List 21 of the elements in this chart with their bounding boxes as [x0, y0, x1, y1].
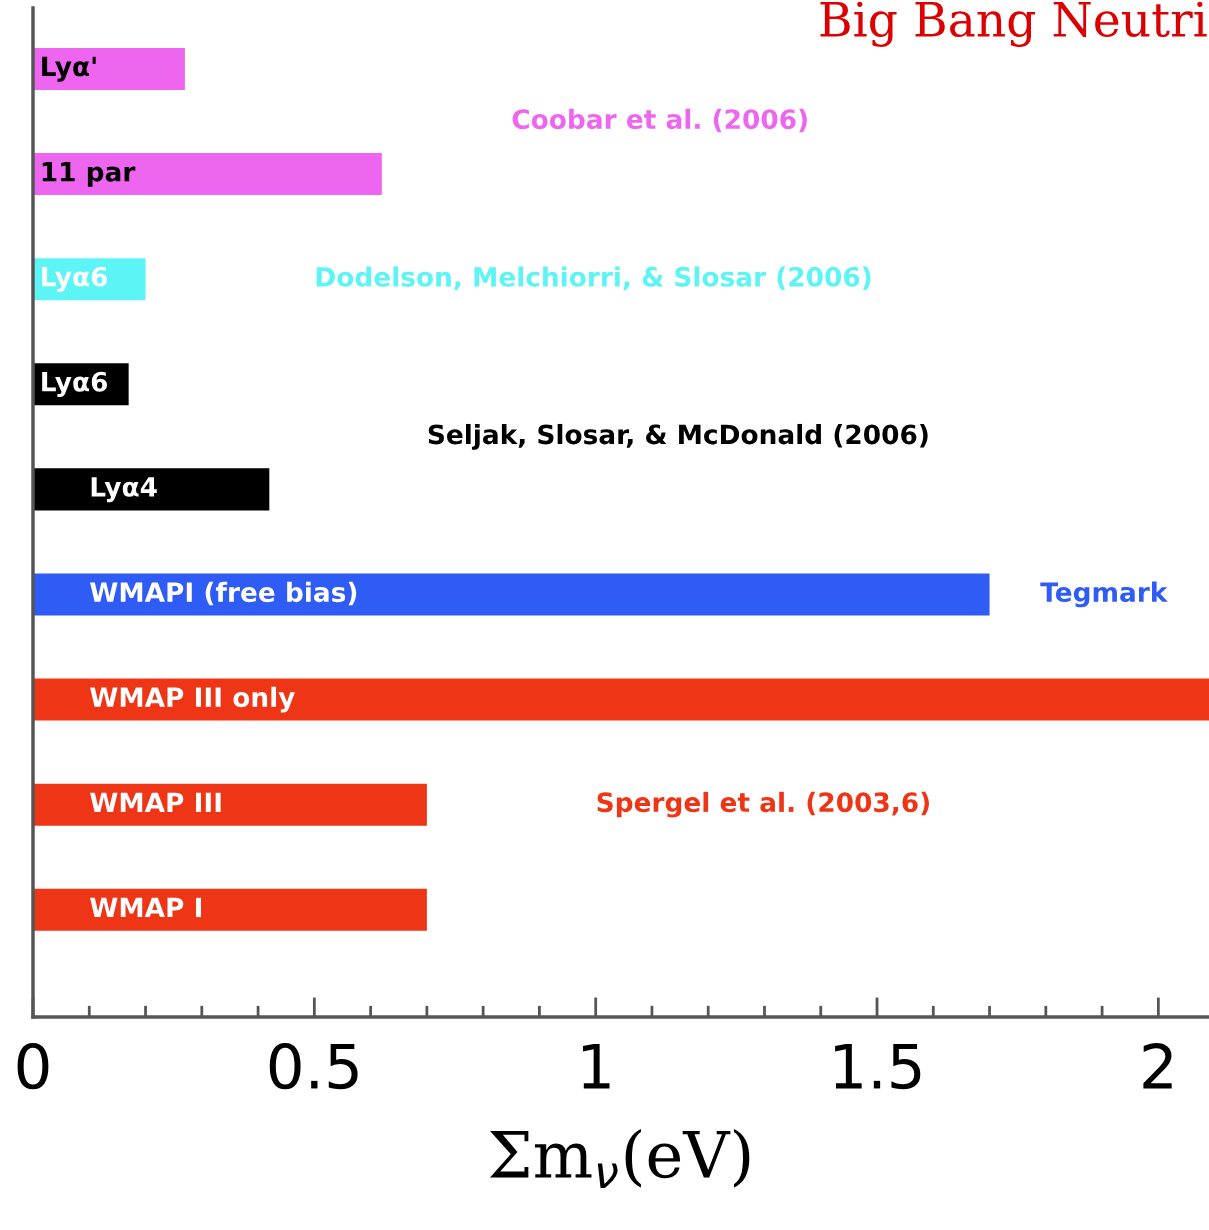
y-tick-label: Lyα6 — [42, 266, 108, 292]
y-tick-label: WMAP III — [90, 792, 221, 812]
y-tick-label: Lyα4 — [91, 477, 157, 503]
x-tick-label: 0.5 — [269, 1043, 358, 1090]
y-tick-label: Lyα' — [42, 56, 96, 82]
y-tick-label: WMAP I — [90, 897, 201, 918]
y-tick-label: Lyα6 — [42, 371, 108, 398]
x-tick-label: 1.5 — [835, 1043, 921, 1090]
y-tick-label: WMAP III only — [90, 686, 295, 713]
y-tick-label: 11 par — [42, 162, 136, 187]
x-tick-label: 2 — [1143, 1043, 1172, 1089]
x-axis-title: Σm$_{ν}$(eV) — [490, 1128, 750, 1188]
annotation: Dodelson, Melchiorri, & Slosar (2006) — [316, 266, 871, 291]
annotation: Coobar et al. (2006) — [512, 108, 807, 133]
annotation: Spergel et al. (2003,6) — [597, 791, 929, 818]
chart-title: Big Bang Neutri — [820, 1, 1207, 47]
x-tick-label: 0 — [17, 1043, 49, 1090]
x-tick-label: 1 — [582, 1043, 610, 1089]
y-tick-label: WMAPI (free bias) — [90, 581, 357, 606]
annotation: Tegmark — [1040, 581, 1168, 608]
annotation: Seljak, Slosar, & McDonald (2006) — [428, 423, 928, 450]
